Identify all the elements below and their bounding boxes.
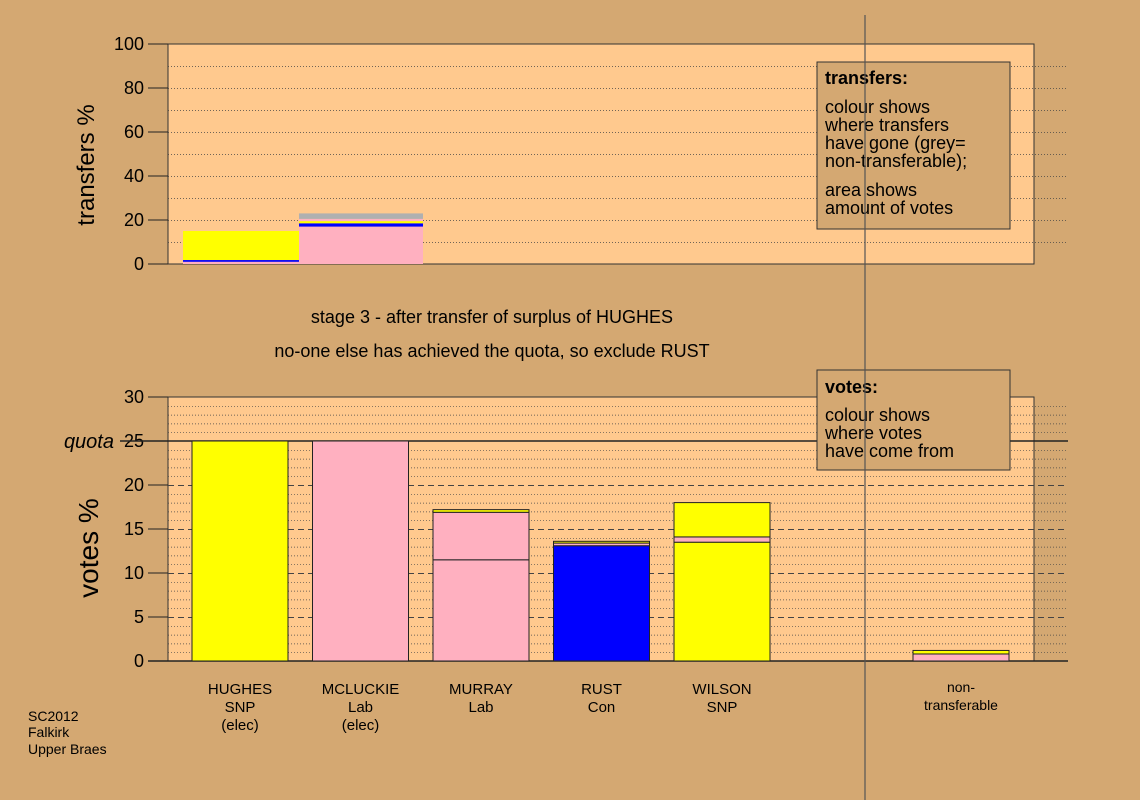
y-tick-label: 30	[124, 387, 144, 407]
vote-segment-lab	[673, 536, 771, 543]
y-tick-label: 60	[124, 122, 144, 142]
votes-bars	[191, 440, 1010, 662]
candidate-status: (elec)	[221, 717, 259, 734]
y-tick-label: 100	[114, 34, 144, 54]
transfers-y-label: transfers %	[73, 104, 100, 225]
candidate-bar	[553, 540, 650, 662]
non-transferable-bar	[912, 649, 1010, 662]
vote-segment-snp	[673, 502, 771, 538]
vote-segment-snp	[432, 509, 530, 513]
transfers-note-title: transfers:	[825, 68, 908, 88]
candidate-bar	[673, 502, 771, 662]
vote-segment-snp	[673, 541, 771, 662]
transfers-note-line: amount of votes	[825, 198, 953, 218]
footer-line: Upper Braes	[28, 741, 107, 757]
transfer-segment-con	[183, 260, 299, 262]
vote-segment-con	[553, 545, 650, 662]
transfers-y-axis: 0 20 40 60 80 100	[114, 34, 168, 274]
y-tick-label: 0	[134, 254, 144, 274]
transfer-segment-lab	[299, 226, 423, 264]
y-tick-label: 20	[124, 475, 144, 495]
y-tick-label: 5	[134, 607, 144, 627]
transfers-note-line: colour shows	[825, 97, 930, 117]
votes-note-line: where votes	[824, 423, 922, 443]
candidate-name: WILSON	[692, 681, 751, 698]
transfer-segment-non-transferable	[299, 213, 423, 219]
transfer-segment-con	[299, 223, 423, 227]
stage-text: stage 3 - after transfer of surplus of H…	[311, 307, 673, 327]
transfer-segment-snp	[299, 221, 423, 224]
votes-note-line: colour shows	[825, 405, 930, 425]
candidate-name: MURRAY	[449, 681, 513, 698]
candidate-bar	[432, 509, 530, 662]
y-tick-label: 15	[124, 519, 144, 539]
candidate-party: Lab	[348, 699, 373, 716]
y-tick-label: 40	[124, 166, 144, 186]
transfers-note: transfers: colour shows where transfers …	[816, 61, 1011, 230]
candidate-name: MCLUCKIE	[322, 681, 400, 698]
y-tick-label: 0	[134, 651, 144, 671]
quota-label: quota	[64, 431, 114, 453]
non-transferable-label: non-	[947, 679, 975, 695]
votes-y-label: votes %	[73, 498, 104, 598]
vote-segment-lab	[312, 440, 409, 662]
votes-note-title: votes:	[825, 377, 878, 397]
y-tick-label: 80	[124, 78, 144, 98]
transfers-note-line: have gone (grey=	[825, 133, 966, 153]
candidate-bar	[312, 440, 409, 662]
candidate-name: HUGHES	[208, 681, 272, 698]
candidate-status: (elec)	[342, 717, 380, 734]
votes-note: votes: colour shows where votes have com…	[816, 369, 1011, 471]
transfers-note-line: area shows	[825, 180, 917, 200]
transfer-segment-lab	[299, 218, 423, 222]
vote-segment-snp	[912, 649, 1010, 655]
vote-segment-lab	[912, 653, 1010, 662]
candidate-labels: HUGHESSNP(elec)MCLUCKIELab(elec)MURRAYLa…	[208, 679, 998, 734]
candidate-party: Con	[588, 699, 616, 716]
status-text: no-one else has achieved the quota, so e…	[274, 341, 709, 361]
transfer-bar	[299, 213, 423, 264]
footer-line: Falkirk	[28, 724, 70, 740]
transfers-note-line: non-transferable);	[825, 151, 967, 171]
footer-line: SC2012	[28, 708, 79, 724]
transfers-note-line: where transfers	[824, 115, 949, 135]
vote-segment-snp	[553, 540, 650, 544]
votes-note-line: have come from	[825, 441, 954, 461]
candidate-bar	[191, 440, 289, 662]
y-tick-label: 10	[124, 563, 144, 583]
transfer-segment-lab	[183, 261, 299, 264]
transfers-bars	[183, 213, 423, 264]
transfer-segment-snp	[183, 231, 299, 261]
transfer-bar	[183, 231, 299, 264]
y-tick-label: 20	[124, 210, 144, 230]
candidate-party: SNP	[225, 699, 256, 716]
vote-segment-lab	[432, 559, 530, 662]
non-transferable-label: transferable	[924, 697, 998, 713]
candidate-party: Lab	[468, 699, 493, 716]
vote-segment-lab	[432, 511, 530, 561]
transfers-panel: 0 20 40 60 80 100 transfers % transfers: colo…	[73, 34, 1068, 274]
candidate-party: SNP	[707, 699, 738, 716]
vote-segment-snp	[191, 440, 289, 662]
candidate-name: RUST	[581, 681, 622, 698]
